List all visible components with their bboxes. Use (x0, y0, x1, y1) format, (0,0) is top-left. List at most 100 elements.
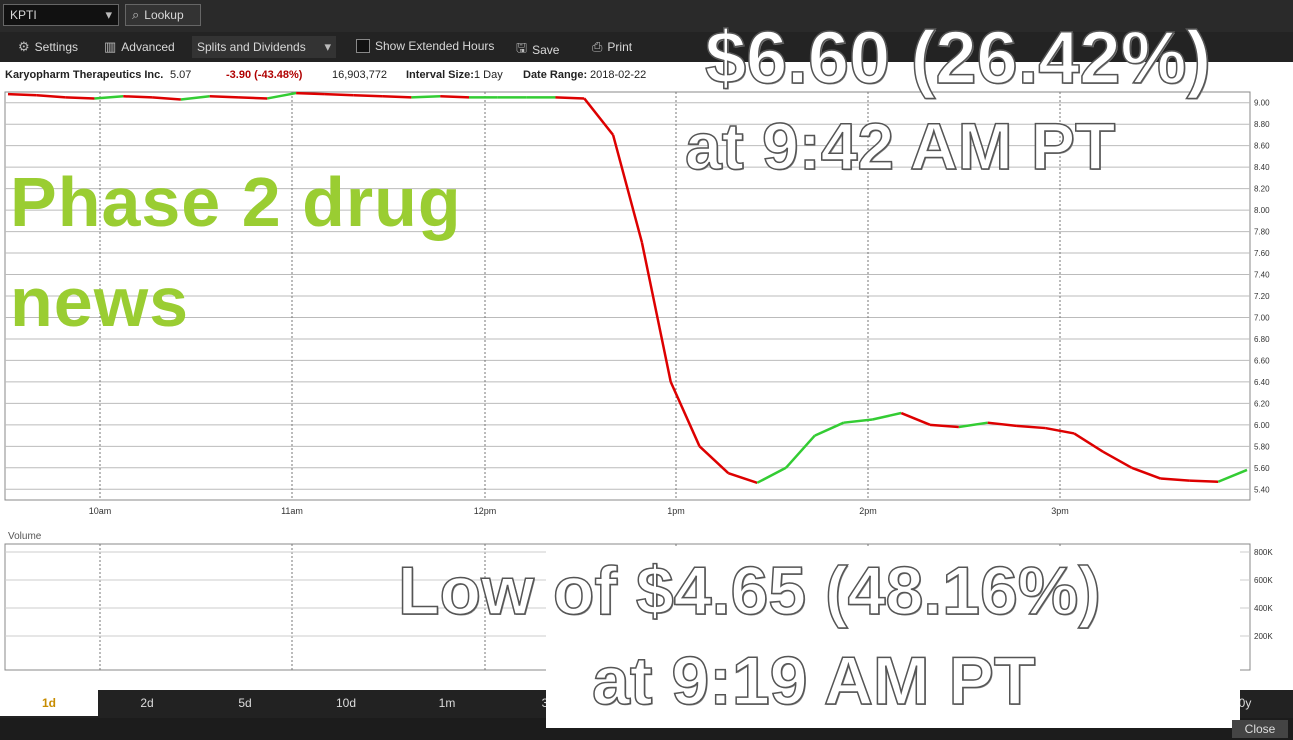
price-change: -3.90 (-43.48%) (226, 69, 303, 81)
volume-tick-label: 600K (1254, 576, 1273, 585)
x-tick-label: 2pm (859, 506, 877, 516)
print-label: Print (607, 40, 633, 54)
price-segment (1102, 450, 1133, 469)
price-segment (324, 92, 354, 97)
price-segment (7, 92, 37, 97)
advanced-label: Advanced (121, 40, 175, 54)
save-button[interactable]: 🖫 Save (516, 39, 559, 61)
settings-button[interactable]: ⚙ Settings (18, 39, 78, 55)
extended-hours-toggle[interactable]: Show Extended Hours (356, 39, 494, 53)
y-tick-label: 8.20 (1254, 185, 1270, 194)
y-tick-label: 6.20 (1254, 399, 1270, 408)
price-segment (151, 96, 181, 101)
price-segment (296, 91, 326, 96)
price-segment (843, 418, 873, 424)
splits-select[interactable]: Splits and Dividends ▾ (192, 36, 336, 58)
price-segment (785, 434, 816, 469)
price-segment (1016, 424, 1046, 430)
tab-5d[interactable]: 5d (238, 696, 252, 710)
low-annotation-line-2: at 9:19 AM PT (591, 642, 1036, 720)
price-segment (1073, 432, 1104, 453)
splits-label: Splits and Dividends (197, 40, 306, 54)
price-chart: 9.00 8.80 8.60 8.40 8.20 8.00 7.80 7.60 7.40 7.20… (4, 91, 1273, 671)
print-icon: ⎙ (592, 39, 603, 54)
extended-label: Show Extended Hours (375, 39, 495, 53)
price-segment (727, 471, 758, 485)
price-segment (209, 95, 239, 99)
tab-2d[interactable]: 2d (140, 696, 154, 710)
price-segment (900, 411, 931, 426)
checkbox-icon (356, 39, 370, 53)
x-tick-label: 12pm (474, 506, 497, 516)
y-tick-label: 7.80 (1254, 228, 1270, 237)
volume-value: 16,903,772 (332, 69, 388, 81)
search-icon: ⌕ (132, 7, 140, 22)
price-segment (698, 445, 730, 475)
y-tick-label: 8.00 (1254, 206, 1270, 215)
x-tick-label: 3pm (1051, 506, 1069, 516)
high-annotation-line-1: $6.60 (26.42%) (704, 15, 1212, 100)
last-price: 5.07 (170, 69, 192, 81)
price-segment (36, 93, 66, 99)
high-annotation-line-2: at 9:42 AM PT (684, 108, 1116, 184)
print-button[interactable]: ⎙ Print (592, 39, 632, 55)
price-segment (958, 421, 988, 429)
advanced-button[interactable]: ▥ Advanced (104, 39, 175, 55)
company-name: Karyopharm Therapeutics Inc. (5, 69, 164, 81)
price-segment (382, 95, 412, 99)
price-segment (1160, 477, 1190, 482)
phase-line-1: Phase 2 drug (10, 163, 462, 241)
price-segment (929, 423, 959, 429)
price-segment (987, 421, 1017, 428)
y-tick-label: 6.00 (1254, 421, 1270, 430)
y-tick-label: 7.20 (1254, 292, 1270, 301)
tab-3m[interactable]: 3 (541, 696, 549, 710)
price-segment (123, 95, 153, 99)
low-annotation-line-1: Low of $4.65 (48.16%) (397, 552, 1101, 630)
y-tick-label: 9.00 (1254, 99, 1270, 108)
close-button[interactable]: Close (1232, 720, 1288, 738)
interval-value: 1 Day (474, 69, 503, 81)
top-toolbar (0, 0, 1293, 32)
y-tick-label: 6.60 (1254, 356, 1270, 365)
chart-icon: ▥ (104, 39, 117, 54)
price-segment (238, 96, 268, 100)
volume-label: Volume (8, 531, 42, 542)
save-label: Save (532, 43, 560, 57)
price-segment (583, 97, 615, 136)
y-tick-label: 8.80 (1254, 120, 1270, 129)
price-segment (814, 421, 845, 437)
tab-10y[interactable]: 0y (1238, 696, 1252, 710)
price-segment (94, 95, 124, 100)
phase-line-2: news (10, 263, 190, 341)
lookup-button[interactable]: ⌕ Lookup (125, 4, 201, 26)
y-tick-label: 6.80 (1254, 335, 1270, 344)
range-value: 2018-02-22 (590, 69, 647, 81)
x-tick-label: 10am (89, 506, 112, 516)
price-segment (353, 93, 383, 98)
tab-1m[interactable]: 1m (438, 696, 456, 710)
y-tick-label: 8.40 (1254, 163, 1270, 172)
price-segment (872, 411, 902, 421)
chevron-down-icon: ▾ (324, 39, 331, 54)
symbol-select[interactable]: KPTI ▾ (3, 4, 119, 26)
price-segment (411, 95, 441, 99)
chevron-down-icon: ▾ (105, 7, 112, 22)
lookup-label: Lookup (144, 8, 184, 22)
volume-tick-label: 400K (1254, 604, 1273, 613)
price-segment (180, 95, 210, 101)
price-segment (611, 134, 644, 243)
symbol-value: KPTI (10, 8, 37, 22)
price-segment (669, 381, 701, 447)
price-segment (756, 466, 787, 484)
save-icon: 🖫 (516, 40, 528, 55)
price-segment (440, 95, 470, 99)
price-segment (1131, 466, 1161, 480)
range-label: Date Range: (523, 69, 588, 81)
price-segment (1217, 468, 1248, 483)
tab-10d[interactable]: 10d (335, 696, 357, 710)
phase-annotation: Phase 2 drug news (10, 152, 462, 352)
y-tick-label: 5.40 (1254, 485, 1270, 494)
volume-tick-label: 200K (1254, 632, 1273, 641)
tab-1d[interactable]: 1d (0, 690, 98, 716)
